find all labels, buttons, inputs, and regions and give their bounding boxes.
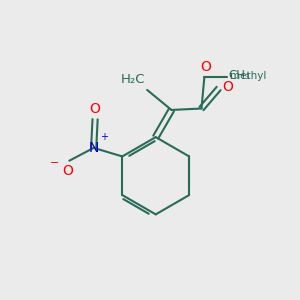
- Text: −: −: [50, 158, 59, 168]
- Text: CH₃: CH₃: [229, 69, 250, 82]
- Text: methyl: methyl: [230, 70, 266, 81]
- Text: +: +: [100, 132, 108, 142]
- Text: O: O: [200, 60, 211, 74]
- Text: H₂C: H₂C: [121, 74, 146, 86]
- Text: O: O: [90, 102, 101, 116]
- Text: O: O: [62, 164, 73, 178]
- Text: O: O: [222, 80, 233, 94]
- Text: N: N: [88, 141, 99, 155]
